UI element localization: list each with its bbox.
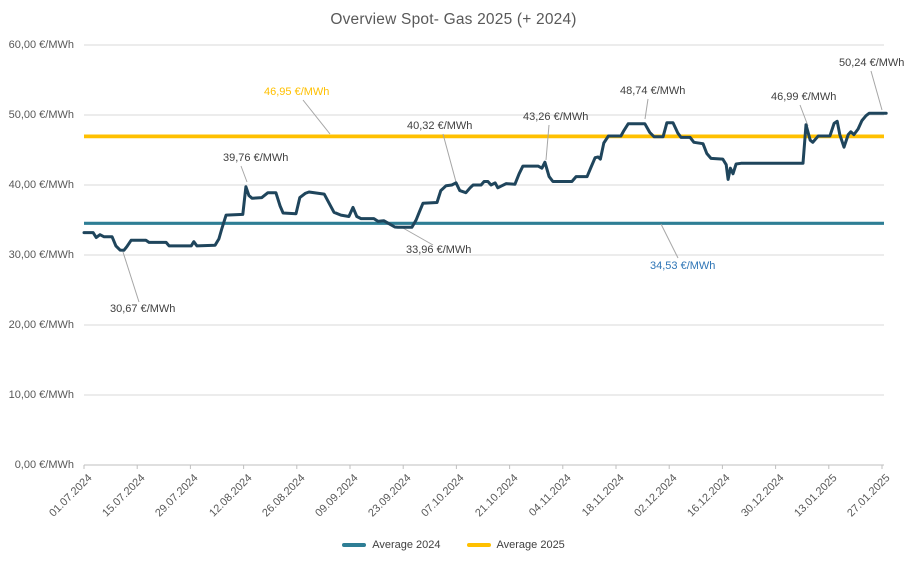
y-axis-label: 30,00 €/MWh <box>8 248 74 261</box>
y-axis-label: 60,00 €/MWh <box>8 38 74 51</box>
annotation-label: 33,96 €/MWh <box>406 244 472 256</box>
annotation-leader-line <box>302 99 331 135</box>
annotation-leader-line <box>240 165 248 183</box>
annotation-label: 34,53 €/MWh <box>650 260 716 272</box>
annotation-label: 30,67 €/MWh <box>110 303 176 315</box>
legend-swatch <box>466 543 491 547</box>
annotation-label: 43,26 €/MWh <box>523 111 589 123</box>
annotation-leader-line <box>644 98 649 120</box>
y-axis-label: 20,00 €/MWh <box>8 318 74 331</box>
annotation-leader-line <box>660 223 679 259</box>
annotation-label: 48,74 €/MWh <box>620 85 686 97</box>
y-axis-label: 40,00 €/MWh <box>8 178 74 191</box>
main-series-line <box>82 111 888 252</box>
annotation-label: 50,24 €/MWh <box>839 57 905 69</box>
legend-label: Average 2024 <box>372 539 441 551</box>
annotation-label: 46,99 €/MWh <box>771 91 837 103</box>
y-axis-label: 0,00 €/MWh <box>14 458 74 471</box>
legend-item-average-2025: Average 2025 <box>466 539 565 551</box>
legend: Average 2024 Average 2025 <box>0 539 907 551</box>
annotation-label: 46,95 €/MWh <box>264 86 330 98</box>
y-axis-label: 10,00 €/MWh <box>8 388 74 401</box>
legend-swatch <box>342 543 367 547</box>
annotation-leader-line <box>545 124 550 161</box>
y-axis-label: 50,00 €/MWh <box>8 108 74 121</box>
annotation-label: 40,32 €/MWh <box>407 120 473 132</box>
annotation-leader-line <box>402 227 434 246</box>
legend-item-average-2024: Average 2024 <box>342 539 441 551</box>
annotation-leader-line <box>122 251 140 303</box>
annotation-leader-line <box>870 70 883 111</box>
annotation-leader-line <box>442 133 457 183</box>
annotation-leader-line <box>799 104 809 127</box>
annotation-label: 39,76 €/MWh <box>223 152 289 164</box>
legend-label: Average 2025 <box>496 539 565 551</box>
chart-title: Overview Spot- Gas 2025 (+ 2024) <box>330 11 577 28</box>
